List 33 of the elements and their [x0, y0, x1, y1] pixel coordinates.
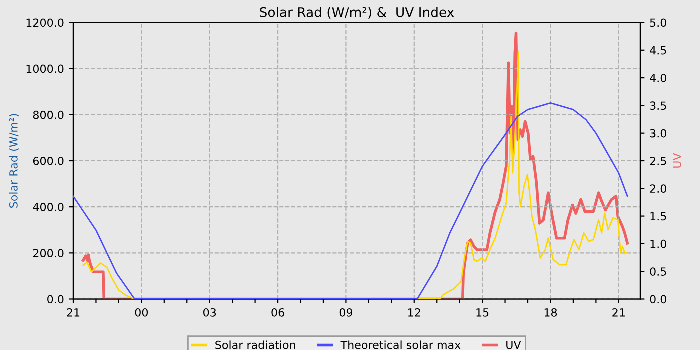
y2-tick-label: 4.5	[650, 46, 666, 55]
x-tick-label: 15	[476, 308, 489, 317]
y-tick-label: 1000.0	[26, 64, 64, 74]
y-tick-label: 600.0	[33, 156, 64, 166]
x-tick-label: 03	[204, 308, 216, 317]
y2-tick-label: 3.0	[650, 129, 666, 138]
y2-tick-label: 1.5	[650, 212, 666, 221]
legend-label: Solar radiation	[216, 340, 296, 350]
x-tick-label: 09	[340, 308, 352, 317]
y-tick-label: 200.0	[33, 249, 64, 258]
y-tick-label: 1200.0	[26, 18, 64, 28]
x-tick-label: 12	[408, 308, 420, 317]
y2-tick-label: 4.0	[650, 74, 666, 82]
y-axis-title: Solar Rad (W/m²)	[9, 114, 20, 208]
y2-tick-label: 5.0	[650, 18, 666, 28]
y-tick-label: 0.0	[48, 295, 64, 304]
x-tick-label: 18	[544, 308, 558, 317]
y2-tick-label: 2.5	[650, 156, 666, 166]
legend-label: Theoretical solar max	[340, 340, 461, 350]
chart-title: Solar Rad (W/m²) & UV Index	[260, 7, 454, 19]
y2-axis-title: UV	[673, 153, 682, 168]
y-tick-label: 400.0	[33, 203, 64, 212]
x-tick-label: 06	[272, 308, 284, 317]
y2-tick-label: 3.5	[650, 102, 666, 110]
y2-tick-label: 0.5	[650, 268, 666, 276]
y2-tick-label: 1.0	[650, 240, 666, 248]
x-tick-label: 21	[67, 308, 80, 317]
y2-tick-label: 0.0	[650, 295, 666, 304]
x-tick-label: 00	[135, 308, 148, 317]
x-tick-label: 21	[612, 308, 625, 317]
y2-tick-label: 2.0	[650, 184, 666, 194]
y-tick-label: 800.0	[33, 110, 64, 120]
legend-label: UV	[506, 341, 522, 350]
